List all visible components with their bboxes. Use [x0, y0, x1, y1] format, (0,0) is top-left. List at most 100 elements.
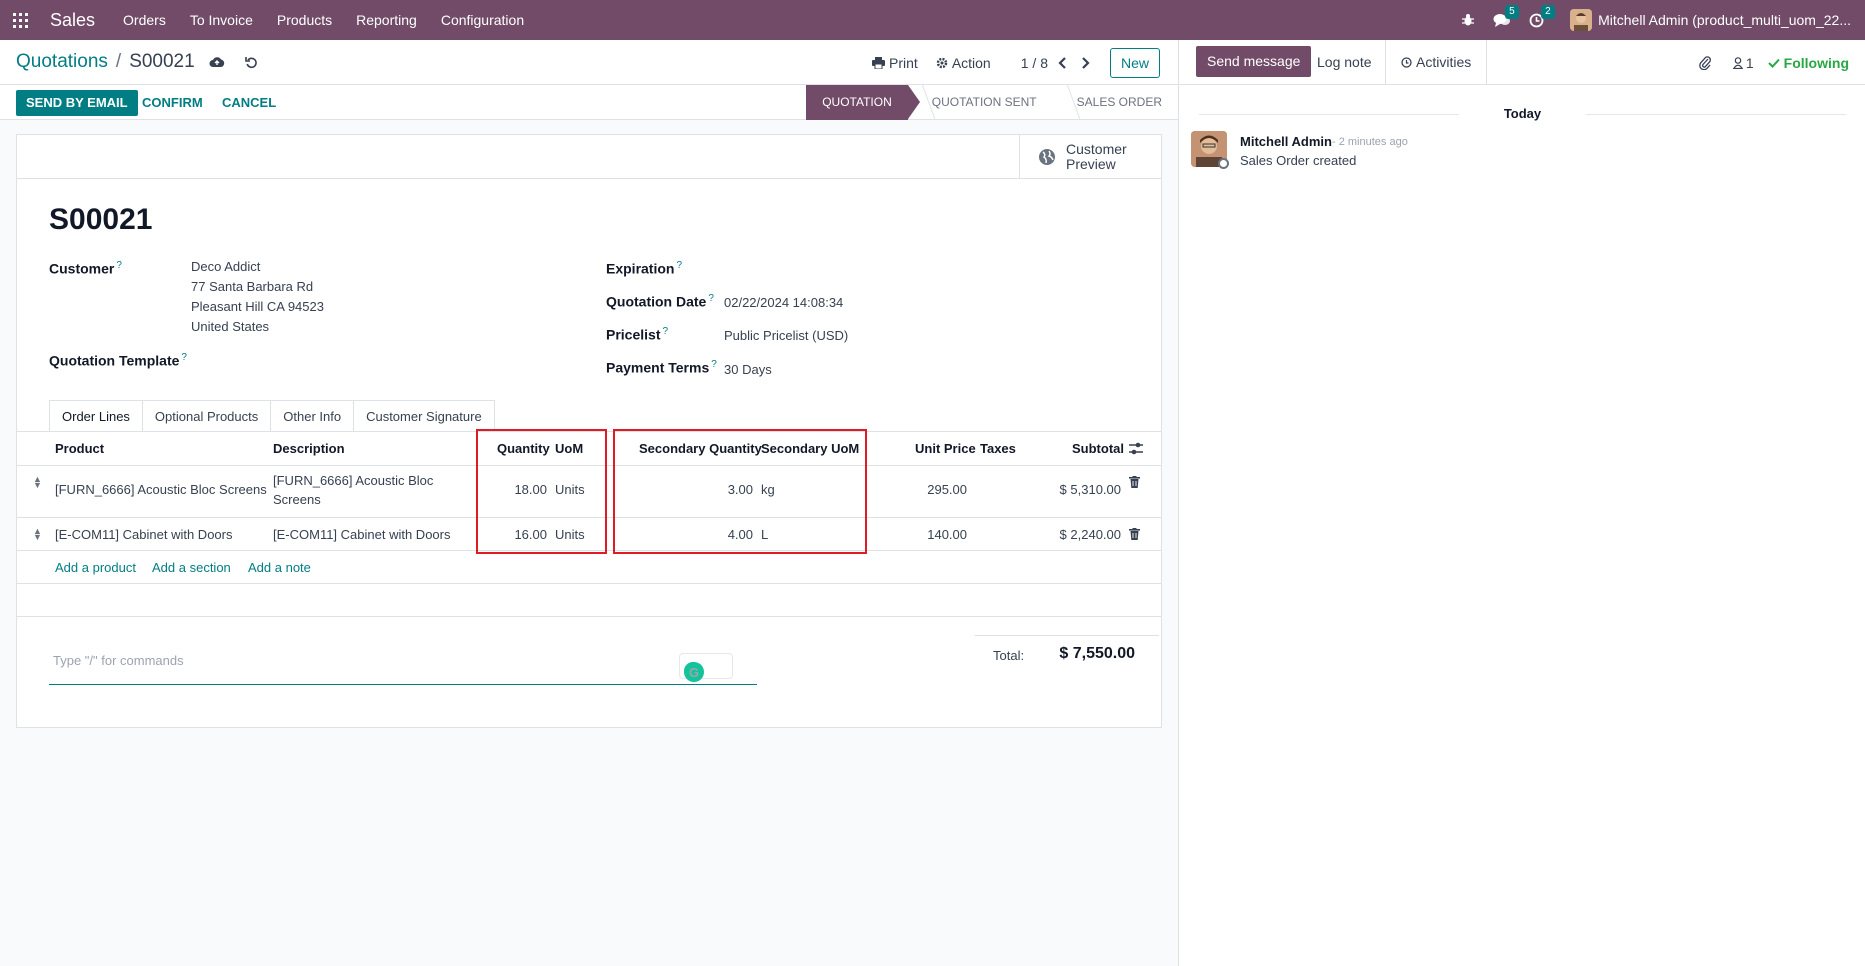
order-name: S00021: [49, 203, 153, 236]
stage-sales-order[interactable]: SALES ORDER: [1053, 85, 1178, 120]
totals: Total: $ 7,550.00: [975, 635, 1159, 675]
gear-icon: [936, 57, 948, 68]
row-uom[interactable]: Units: [555, 527, 585, 542]
add-note-link[interactable]: Add a note: [248, 560, 311, 575]
stage-quotation-sent[interactable]: QUOTATION SENT: [908, 85, 1053, 120]
menu-orders[interactable]: Orders: [123, 12, 166, 28]
row-product[interactable]: [E-COM11] Cabinet with Doors: [55, 527, 233, 542]
menu-products[interactable]: Products: [276, 12, 333, 28]
breadcrumb-quotations[interactable]: Quotations: [16, 51, 108, 72]
menu-configuration[interactable]: Configuration: [440, 12, 525, 28]
discard-undo-icon[interactable]: [244, 56, 258, 69]
cancel-button[interactable]: CANCEL: [222, 95, 277, 110]
tab-customer-signature[interactable]: Customer Signature: [353, 400, 495, 432]
menu-reporting[interactable]: Reporting: [356, 12, 417, 28]
row-description-line-1: [FURN_6666] Acoustic Bloc: [273, 473, 434, 488]
pager-value[interactable]: 1 / 8: [1020, 54, 1048, 71]
tab-optional-products[interactable]: Optional Products: [141, 400, 272, 432]
add-section-link[interactable]: Add a section: [152, 560, 231, 575]
customer-city: Pleasant Hill CA 94523: [191, 299, 324, 314]
control-panel: Quotations / S00021 Print Action 1 / 8: [0, 40, 1178, 85]
pager-previous-icon[interactable]: [1058, 56, 1067, 69]
row-secondary-uom[interactable]: kg: [761, 482, 775, 497]
pager-next-icon[interactable]: [1081, 56, 1090, 69]
online-status-badge: [1218, 158, 1229, 169]
col-unit-price[interactable]: Unit Price: [915, 441, 976, 456]
notebook-tabs: Order Lines Optional Products Other Info…: [49, 400, 495, 432]
delete-trash-icon[interactable]: [1129, 475, 1140, 491]
table-row[interactable]: ▲ ▼ [E-COM11] Cabinet with Doors [E-COM11…: [17, 518, 1161, 551]
row-secondary-uom[interactable]: L: [761, 527, 769, 542]
drag-handle-icon[interactable]: ▲ ▼: [33, 526, 42, 542]
print-button[interactable]: Print: [872, 55, 918, 71]
grammarly-widget[interactable]: G: [679, 653, 733, 682]
following-button[interactable]: Following: [1767, 55, 1849, 71]
messages-icon[interactable]: 5: [1493, 4, 1519, 28]
payment-terms-label: Payment Terms?: [606, 359, 717, 376]
col-quantity[interactable]: Quantity: [497, 441, 550, 456]
row-description[interactable]: [E-COM11] Cabinet with Doors: [273, 527, 451, 542]
row-description[interactable]: [FURN_6666] Acoustic Bloc Screens: [273, 471, 443, 509]
author-avatar[interactable]: [1191, 131, 1227, 167]
send-by-email-button[interactable]: SEND BY EMAIL: [16, 90, 138, 116]
row-quantity[interactable]: 16.00: [514, 527, 547, 542]
total-label: Total:: [993, 648, 1025, 663]
pricelist-field[interactable]: Public Pricelist (USD): [724, 328, 849, 343]
col-taxes[interactable]: Taxes: [980, 441, 1016, 456]
app-name[interactable]: Sales: [50, 9, 96, 30]
send-message-button[interactable]: Send message: [1196, 46, 1312, 77]
activities-button[interactable]: Activities: [1401, 40, 1471, 85]
optional-columns-icon[interactable]: [1129, 442, 1143, 458]
date-separator: Today: [1179, 106, 1865, 121]
col-description[interactable]: Description: [273, 441, 345, 456]
message-author[interactable]: Mitchell Admin: [1240, 134, 1332, 149]
customer-field[interactable]: Deco Addict 77 Santa Barbara Rd Pleasant…: [191, 257, 324, 337]
confirm-button[interactable]: CONFIRM: [142, 95, 203, 110]
col-secondary-uom[interactable]: Secondary UoM: [761, 441, 860, 456]
row-secondary-quantity[interactable]: 4.00: [727, 527, 753, 542]
row-secondary-quantity[interactable]: 3.00: [727, 482, 753, 497]
delete-trash-icon[interactable]: [1129, 527, 1140, 543]
drag-handle-icon[interactable]: ▲ ▼: [33, 474, 42, 490]
col-product[interactable]: Product: [55, 441, 105, 456]
menu-to-invoice[interactable]: To Invoice: [189, 12, 253, 28]
grammarly-icon[interactable]: G: [684, 662, 704, 682]
customer-name: Deco Addict: [191, 259, 261, 274]
row-unit-price[interactable]: 140.00: [927, 527, 967, 542]
stage-quotation[interactable]: QUOTATION: [806, 85, 920, 120]
row-uom[interactable]: Units: [555, 482, 585, 497]
status-stages: QUOTATION QUOTATION SENT SALES ORDER: [806, 85, 1178, 120]
user-avatar[interactable]: [1570, 9, 1593, 31]
col-uom[interactable]: UoM: [555, 441, 584, 456]
attachment-paperclip-icon[interactable]: [1699, 55, 1711, 70]
followers-button[interactable]: 1: [1732, 54, 1754, 71]
form-sheet: Customer Preview S00021 Customer? Deco A…: [16, 134, 1162, 728]
activities-clock-icon[interactable]: 2: [1529, 4, 1555, 28]
note-input[interactable]: Type "/" for commands G: [49, 645, 757, 685]
quotation-date-field[interactable]: 02/22/2024 14:08:34: [724, 295, 844, 310]
user-name[interactable]: Mitchell Admin (product_multi_uom_22...: [1598, 12, 1851, 28]
row-unit-price[interactable]: 295.00: [927, 482, 967, 497]
action-label: Action: [951, 54, 991, 71]
customer-preview-button[interactable]: Customer Preview: [1019, 135, 1161, 179]
action-button[interactable]: Action: [936, 55, 991, 71]
tab-other-info[interactable]: Other Info: [270, 400, 355, 432]
save-cloud-icon[interactable]: [209, 56, 225, 68]
message-body: Sales Order created: [1240, 153, 1357, 168]
tab-order-lines[interactable]: Order Lines: [49, 400, 143, 432]
row-product[interactable]: [FURN_6666] Acoustic Bloc Screens: [55, 482, 267, 497]
payment-terms-field[interactable]: 30 Days: [724, 362, 772, 377]
col-subtotal[interactable]: Subtotal: [1072, 441, 1124, 456]
add-product-link[interactable]: Add a product: [55, 560, 136, 575]
table-row[interactable]: ▲ ▼ [FURN_6666] Acoustic Bloc Screens [FU…: [17, 466, 1161, 518]
top-navbar: Sales Orders To Invoice Products Reporti…: [0, 0, 1865, 40]
followers-count: 1: [1745, 54, 1754, 71]
debug-bug-icon[interactable]: [1461, 13, 1475, 27]
divider: [1385, 40, 1386, 85]
col-secondary-quantity[interactable]: Secondary Quantity: [639, 441, 762, 456]
row-quantity[interactable]: 18.00: [514, 482, 547, 497]
apps-menu-icon[interactable]: [13, 12, 28, 28]
log-note-button[interactable]: Log note: [1317, 54, 1372, 70]
new-button[interactable]: New: [1109, 47, 1160, 78]
chatter-topbar: Send message Log note Activities 1 Follo…: [1179, 40, 1865, 85]
